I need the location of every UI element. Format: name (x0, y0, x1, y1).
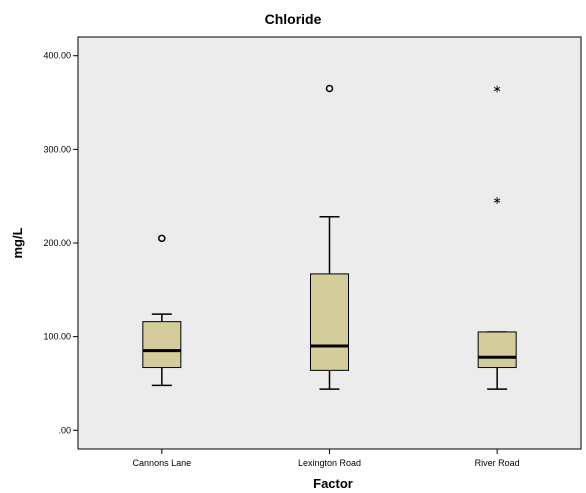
y-axis-ticks: .00 100.00 200.00 300.00 400.00 (43, 51, 78, 435)
extreme-point: ∗ (493, 83, 502, 96)
box-iqr (142, 321, 182, 369)
extreme-point: ∗ (493, 194, 502, 207)
box-group (142, 234, 182, 387)
x-tick-label: Cannons Lane (133, 458, 192, 468)
x-tick-label: Lexington Road (298, 458, 361, 468)
y-tick-label: 100.00 (43, 332, 71, 342)
x-axis-label: Factor (313, 476, 353, 491)
outlier-point (158, 234, 166, 243)
y-tick-label: .00 (58, 425, 71, 435)
box-group (310, 84, 349, 390)
y-axis-label: mg/L (10, 227, 25, 258)
box-iqr (477, 331, 517, 369)
x-axis-ticks: Cannons Lane Lexington Road River Road (133, 449, 520, 468)
box-group: ∗∗ (477, 83, 517, 390)
y-tick-label: 400.00 (43, 51, 71, 61)
box-iqr (310, 273, 349, 371)
x-tick-label: River Road (475, 458, 520, 468)
boxes-layer: ∗∗ (142, 83, 517, 390)
y-tick-label: 300.00 (43, 144, 71, 154)
outlier-point (325, 84, 334, 93)
y-tick-label: 200.00 (43, 238, 71, 248)
chart-title: Chloride (265, 11, 322, 27)
